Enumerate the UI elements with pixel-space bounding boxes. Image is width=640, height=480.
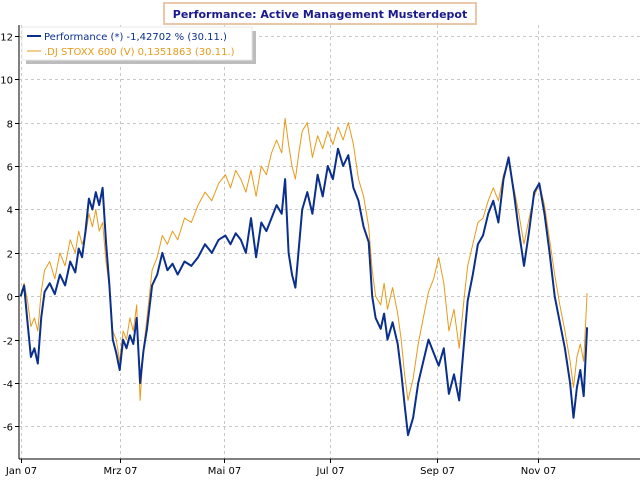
axis-layer (18, 25, 640, 460)
x-tick-label: Mrz 07 (104, 466, 138, 477)
series-line-stoxx (20, 117, 588, 401)
x-tick-label: Nov 07 (521, 466, 556, 477)
y-tick-labels: -6 -4 -2 0 2 4 6 8 10 12 (0, 33, 19, 434)
y-tick-label: 8 (7, 120, 13, 131)
x-tick-label: Jul 07 (316, 466, 345, 477)
x-tick-label: Jan 07 (5, 466, 37, 477)
y-tick-label: 6 (7, 163, 13, 174)
legend-label-performance: Performance (*) -1,42702 % (30.11.) (44, 32, 227, 43)
x-tick-labels: Jan 07 Mrz 07 Mai 07 Jul 07 Sep 07 Nov 07 (5, 459, 556, 477)
series-layer (19, 117, 589, 437)
chart-title: Performance: Active Management Musterdep… (173, 8, 467, 21)
legend: Performance (*) -1,42702 % (30.11.) .DJ … (21, 26, 256, 64)
y-tick-label: 2 (7, 250, 13, 261)
y-tick-label: -2 (3, 337, 13, 348)
series-line-performance (19, 147, 589, 437)
chart-title-box: Performance: Active Management Musterdep… (163, 2, 477, 25)
grid-layer (19, 25, 640, 459)
legend-box (21, 26, 253, 61)
y-tick-label: 12 (0, 33, 13, 44)
x-tick-label: Mai 07 (208, 466, 241, 477)
x-tick-label: Sep 07 (420, 466, 455, 477)
y-tick-label: 10 (0, 76, 13, 87)
y-tick-label: 0 (7, 293, 13, 304)
title-frame (163, 2, 477, 25)
y-tick-label: -4 (3, 380, 13, 391)
y-tick-label: -6 (3, 423, 13, 434)
y-tick-label: 4 (7, 206, 13, 217)
legend-label-stoxx: .DJ STOXX 600 (V) 0,1351863 (30.11.) (44, 47, 235, 58)
